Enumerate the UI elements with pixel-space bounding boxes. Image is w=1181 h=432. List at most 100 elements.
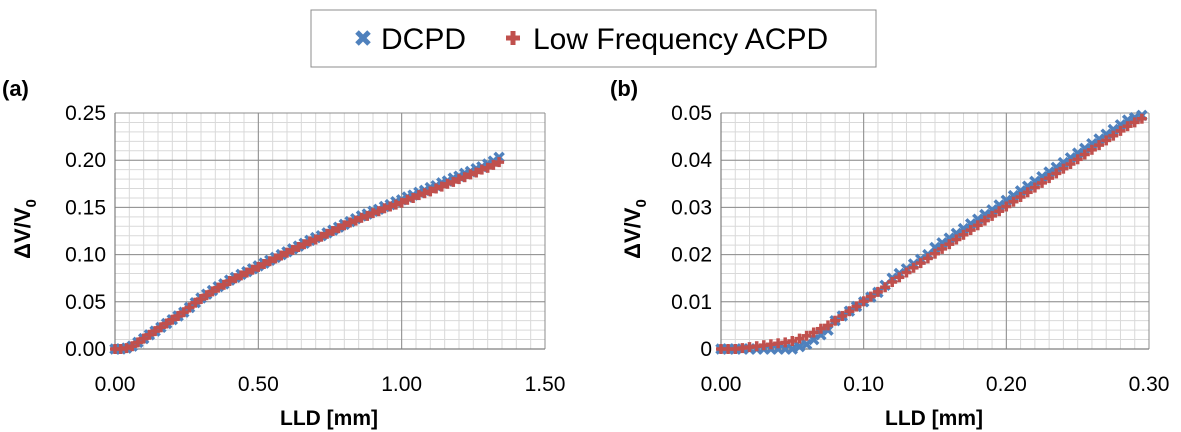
data-point bbox=[287, 244, 298, 255]
data-point bbox=[823, 320, 833, 331]
data-point bbox=[1094, 140, 1105, 151]
y-tick-label: 0.01 bbox=[671, 291, 712, 314]
data-point bbox=[196, 294, 206, 304]
data-point bbox=[488, 159, 499, 170]
data-point bbox=[1058, 163, 1069, 174]
data-point bbox=[494, 157, 505, 168]
data-point bbox=[218, 279, 229, 290]
data-point bbox=[368, 208, 378, 219]
data-point bbox=[390, 199, 401, 210]
data-point bbox=[356, 212, 367, 223]
y-tick-label: 0.00 bbox=[65, 338, 106, 361]
y-tick-labels-b: 0 0.01 0.02 0.03 0.04 0.05 bbox=[671, 102, 712, 361]
data-point bbox=[155, 322, 166, 333]
y-tick-label: 0.05 bbox=[671, 102, 712, 125]
data-point bbox=[887, 277, 898, 287]
plot-area-b bbox=[715, 109, 1148, 355]
data-point bbox=[408, 193, 419, 203]
x-axis-title-b: LLD [mm] bbox=[885, 407, 983, 430]
svg-text:ΔV/V0: ΔV/V0 bbox=[10, 199, 40, 259]
data-point bbox=[310, 234, 321, 245]
y-tick-label: 0.10 bbox=[65, 244, 106, 267]
data-point bbox=[436, 181, 447, 192]
data-point bbox=[1044, 173, 1055, 184]
data-point bbox=[979, 215, 990, 226]
x-tick-label: 0.00 bbox=[701, 373, 742, 396]
data-point bbox=[1136, 113, 1147, 124]
data-point bbox=[241, 267, 252, 278]
data-point bbox=[144, 329, 155, 340]
data-point bbox=[396, 197, 407, 208]
x-tick-labels-b: 0.00 0.10 0.20 0.30 bbox=[701, 373, 1170, 396]
data-point bbox=[958, 229, 969, 240]
data-point bbox=[230, 273, 241, 284]
data-point bbox=[801, 330, 812, 341]
data-point bbox=[972, 220, 983, 231]
data-point bbox=[150, 326, 161, 337]
data-point bbox=[167, 314, 178, 325]
data-point bbox=[830, 315, 841, 326]
data-point bbox=[201, 290, 212, 301]
x-tick-labels-a: 0.00 0.50 1.00 1.50 bbox=[95, 373, 566, 396]
data-point bbox=[224, 276, 235, 286]
y-tick-labels-a: 0.00 0.05 0.10 0.15 0.20 0.25 bbox=[65, 102, 106, 361]
data-point bbox=[127, 341, 138, 352]
data-point bbox=[276, 250, 287, 261]
data-point bbox=[872, 286, 883, 297]
grid-b bbox=[720, 112, 1150, 350]
data-point bbox=[299, 239, 310, 250]
data-point bbox=[786, 343, 799, 355]
x-tick-label: 0.20 bbox=[986, 373, 1027, 396]
x-tick-label: 0.00 bbox=[95, 373, 136, 396]
legend: DCPD Low Frequency ACPD bbox=[310, 9, 877, 68]
data-point bbox=[1022, 187, 1033, 198]
data-point bbox=[293, 242, 304, 252]
data-point bbox=[915, 258, 926, 269]
series-dcpd-b bbox=[715, 109, 1148, 355]
legend-marker-acpd bbox=[506, 31, 520, 45]
data-point bbox=[858, 296, 869, 307]
grid-a bbox=[114, 112, 546, 350]
data-point bbox=[1122, 121, 1133, 132]
data-point bbox=[333, 223, 344, 234]
data-point bbox=[339, 220, 350, 231]
data-point bbox=[327, 226, 338, 236]
data-point bbox=[851, 301, 862, 312]
data-point bbox=[425, 186, 436, 197]
data-point bbox=[178, 307, 189, 318]
data-point bbox=[413, 190, 424, 201]
data-point bbox=[1008, 196, 1019, 207]
series-acpd-a bbox=[110, 157, 505, 354]
legend-marker-dcpd bbox=[355, 30, 371, 46]
data-point bbox=[951, 234, 962, 245]
data-point bbox=[908, 262, 919, 273]
data-point bbox=[930, 248, 940, 259]
data-point bbox=[471, 167, 482, 178]
data-point bbox=[236, 270, 247, 281]
data-point bbox=[1101, 135, 1112, 146]
y-tick-label: 0.15 bbox=[65, 196, 106, 219]
data-point bbox=[1072, 154, 1083, 165]
data-point bbox=[1051, 168, 1062, 179]
data-point bbox=[259, 259, 270, 269]
data-point bbox=[431, 183, 442, 194]
data-point bbox=[345, 217, 356, 228]
legend-box bbox=[310, 9, 877, 68]
data-point bbox=[459, 172, 470, 183]
data-point bbox=[1108, 130, 1119, 141]
legend-entry-acpd: Low Frequency ACPD bbox=[506, 23, 828, 56]
series-acpd-b bbox=[716, 113, 1147, 354]
data-point bbox=[865, 291, 876, 302]
data-point bbox=[994, 206, 1005, 217]
y-axis-title-delta-b: ΔV/V bbox=[620, 207, 645, 259]
data-point bbox=[815, 323, 826, 334]
x-tick-label: 0.50 bbox=[238, 373, 279, 396]
data-point bbox=[880, 282, 891, 293]
data-point bbox=[138, 333, 149, 344]
legend-entry-dcpd: DCPD bbox=[355, 23, 466, 56]
data-point bbox=[844, 306, 855, 317]
y-tick-label: 0.03 bbox=[671, 196, 712, 219]
data-point bbox=[901, 267, 912, 278]
data-point bbox=[247, 264, 258, 275]
